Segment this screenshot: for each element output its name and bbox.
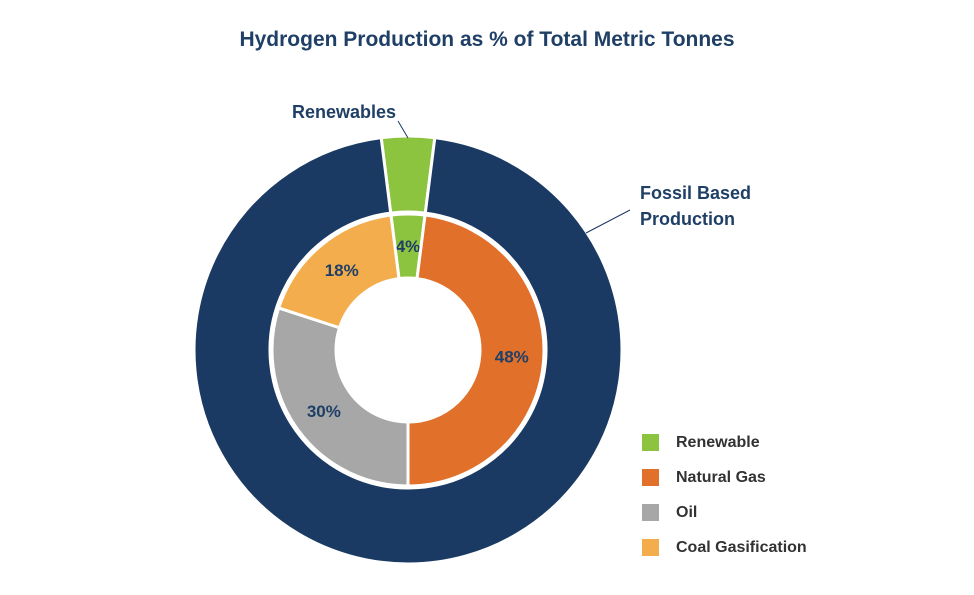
fossil-callout-label-line-1: Fossil Based bbox=[640, 183, 751, 203]
legend-label-coal-gasification: Coal Gasification bbox=[676, 538, 807, 556]
inner-slice-label-coal-gasification: 18% bbox=[325, 261, 359, 280]
fossil-callout-line bbox=[585, 209, 631, 234]
legend-swatch-oil bbox=[642, 504, 659, 521]
legend-label-oil: Oil bbox=[676, 503, 698, 521]
legend-item-oil: Oil bbox=[642, 495, 942, 530]
inner-slice-label-oil: 30% bbox=[307, 402, 341, 421]
chart-title: Hydrogen Production as % of Total Metric… bbox=[239, 28, 735, 51]
inner-slice-natural-gas bbox=[406, 213, 546, 488]
donut-center bbox=[338, 280, 478, 420]
legend-swatch-renewable bbox=[642, 434, 659, 451]
inner-slice-label-natural-gas: 48% bbox=[495, 348, 529, 367]
fossil-callout-label-line-2: Production bbox=[640, 209, 735, 229]
inner-slice-label-renewable: 4% bbox=[396, 237, 421, 256]
outer-slice-fossil-based-production bbox=[192, 136, 624, 566]
inner-slice-coal-gasification bbox=[277, 213, 401, 330]
renewables-callout-label: Renewables bbox=[292, 102, 396, 122]
legend-item-renewable: Renewable bbox=[642, 425, 942, 460]
legend-swatch-coal-gasification bbox=[642, 539, 659, 556]
legend-label-renewable: Renewable bbox=[676, 433, 760, 451]
legend-item-natural-gas: Natural Gas bbox=[642, 460, 942, 495]
legend-label-natural-gas: Natural Gas bbox=[676, 468, 766, 486]
legend-swatch-natural-gas bbox=[642, 469, 659, 486]
renewables-callout-line bbox=[397, 120, 409, 139]
inner-slice-oil bbox=[270, 306, 410, 488]
chart-legend: Renewable Natural Gas Oil Coal Gasificat… bbox=[642, 425, 942, 565]
legend-item-coal-gasification: Coal Gasification bbox=[642, 530, 942, 565]
